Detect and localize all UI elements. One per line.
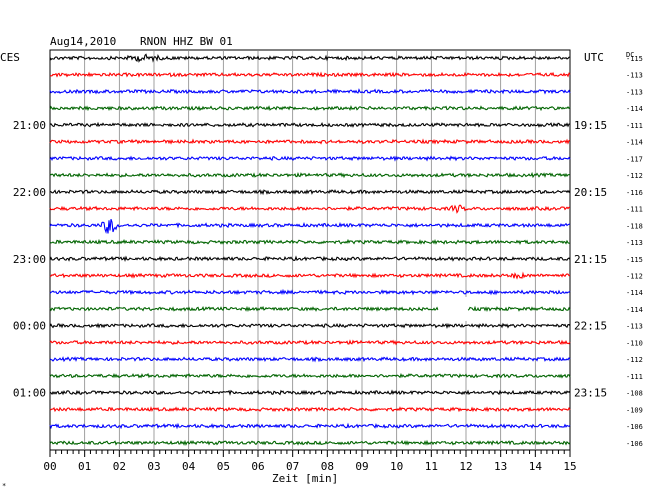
trace-line xyxy=(49,238,571,246)
dc-label: DC xyxy=(626,51,634,59)
x-tick-label: 06 xyxy=(251,460,264,473)
x-tick-label: 12 xyxy=(459,460,472,473)
left-timezone-label: CES xyxy=(0,51,20,64)
right-hour-label: 23:15 xyxy=(574,387,607,400)
dc-offset-label: -110 xyxy=(626,339,643,347)
trace-line xyxy=(49,204,571,214)
x-tick-label: 13 xyxy=(494,460,507,473)
x-tick-label: 04 xyxy=(182,460,196,473)
trace-line xyxy=(49,271,571,280)
x-tick-label: 01 xyxy=(78,460,91,473)
x-tick-label: 11 xyxy=(425,460,438,473)
x-tick-label: 10 xyxy=(390,460,403,473)
data-gaps xyxy=(438,296,468,321)
dc-offset-label: -115 xyxy=(626,55,643,63)
x-tick-label: 07 xyxy=(286,460,299,473)
trace-line xyxy=(49,422,571,430)
right-hour-label: 20:15 xyxy=(574,186,607,199)
trace-line xyxy=(49,322,571,330)
x-tick-label: 02 xyxy=(113,460,126,473)
trace-line xyxy=(49,155,571,162)
dc-offset-label: -112 xyxy=(626,356,643,364)
trace-line xyxy=(49,255,571,263)
dc-offset-labels: -115 -113 -113 -114 -111 -114 -117 -112 -116 -111… xyxy=(626,55,643,448)
trace-line xyxy=(49,305,571,312)
left-hour-labels: 21:00 22:00 23:00 00:00 01:00 xyxy=(13,119,46,400)
dc-offset-label: -115 xyxy=(626,256,643,264)
left-hour-label: 01:00 xyxy=(13,387,46,400)
x-tick-label: 15 xyxy=(563,460,576,473)
dc-offset-label: -114 xyxy=(626,306,643,314)
data-gap xyxy=(438,296,468,321)
trace-line xyxy=(49,288,571,296)
trace-line xyxy=(49,121,570,128)
trace-line xyxy=(49,219,571,234)
x-tick-label: 08 xyxy=(321,460,334,473)
trace-line xyxy=(49,104,571,112)
seismogram-traces xyxy=(49,53,571,446)
dc-offset-label: -114 xyxy=(626,289,643,297)
dc-offset-label: -113 xyxy=(626,72,643,80)
chart-date: Aug14,2010 xyxy=(50,35,116,48)
trace-line xyxy=(49,171,571,179)
dc-offset-label: -113 xyxy=(626,239,643,247)
chart-station: RNON HHZ BW 01 xyxy=(140,35,233,48)
trace-line xyxy=(49,71,571,78)
dc-offset-label: -112 xyxy=(626,172,643,180)
plot-frame xyxy=(49,49,571,451)
dc-offset-label: -114 xyxy=(626,105,643,113)
dc-offset-label: -109 xyxy=(626,406,643,414)
dc-offset-label: -118 xyxy=(626,222,643,230)
trace-line xyxy=(49,372,571,379)
x-axis: 00 01 02 03 04 05 06 07 08 09 10 11 12 13 14 15 xyxy=(43,450,577,473)
x-axis-label: Zeit [min] xyxy=(272,472,338,485)
dc-offset-label: -112 xyxy=(626,272,643,280)
dc-offset-label: -116 xyxy=(626,189,643,197)
dc-offset-label: -113 xyxy=(626,323,643,331)
left-hour-label: 21:00 xyxy=(13,119,46,132)
left-hour-label: 00:00 xyxy=(13,320,46,333)
trace-line xyxy=(49,88,571,95)
trace-line xyxy=(49,189,571,196)
right-hour-labels: 19:15 20:15 21:15 22:15 23:15 xyxy=(574,119,607,400)
right-hour-label: 19:15 xyxy=(574,119,607,132)
dc-offset-label: -106 xyxy=(626,440,643,448)
dc-offset-label: -117 xyxy=(626,155,643,163)
dc-offset-label: -108 xyxy=(626,390,643,398)
x-tick-label: 00 xyxy=(43,460,56,473)
dc-offset-label: -113 xyxy=(626,88,643,96)
trace-line xyxy=(49,439,571,446)
plot-grid xyxy=(49,49,571,451)
trace-line xyxy=(49,138,571,145)
trace-line xyxy=(49,389,571,396)
trace-line xyxy=(49,53,571,63)
x-tick-label: 03 xyxy=(147,460,160,473)
x-tick-label: 05 xyxy=(217,460,230,473)
trace-line xyxy=(49,339,571,346)
trace-line xyxy=(49,356,571,363)
x-tick-label: 09 xyxy=(355,460,368,473)
left-hour-label: 23:00 xyxy=(13,253,46,266)
left-hour-label: 22:00 xyxy=(13,186,46,199)
dc-offset-label: -111 xyxy=(626,122,643,130)
corner-mark: * xyxy=(2,482,6,490)
right-timezone-label: UTC xyxy=(584,51,604,64)
dc-offset-label: -114 xyxy=(626,139,643,147)
right-hour-label: 21:15 xyxy=(574,253,607,266)
x-tick-label: 14 xyxy=(529,460,543,473)
dc-offset-label: -106 xyxy=(626,423,643,431)
right-hour-label: 22:15 xyxy=(574,320,607,333)
dc-offset-label: -111 xyxy=(626,206,643,214)
dc-offset-label: -111 xyxy=(626,373,643,381)
trace-line xyxy=(49,406,571,413)
